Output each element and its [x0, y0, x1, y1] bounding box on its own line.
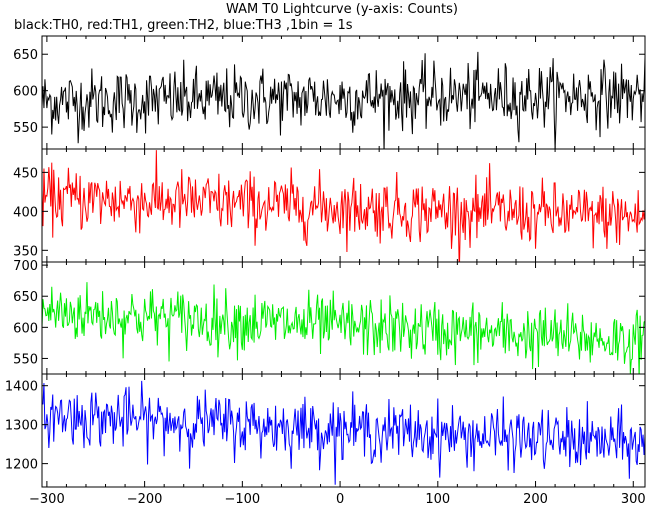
y-tick-label: 1200 [5, 458, 38, 473]
y-tick-label: 450 [13, 166, 38, 181]
y-tick-label: 550 [13, 121, 38, 136]
panel-TH2: 550 600 650 700 [13, 259, 646, 375]
x-tick-label: 300 [621, 492, 646, 505]
x-tick-label: −100 [224, 492, 260, 505]
y-tick-label: 1400 [5, 380, 38, 395]
y-tick-label: 400 [13, 205, 38, 220]
y-tick-label: 600 [13, 321, 38, 336]
x-tick-label: −300 [29, 492, 65, 505]
y-tick-label: 650 [13, 290, 38, 305]
y-tick-label: 650 [13, 48, 38, 63]
chart-title: WAM T0 Lightcurve (y-axis: Counts) [226, 2, 458, 17]
panels-group: 550 600 650 350 400 450 550 600 650 700 1200 1300 14… [5, 35, 646, 505]
series-line-TH0 [42, 51, 645, 149]
x-tick-label: 200 [523, 492, 548, 505]
y-tick-label: 700 [13, 259, 38, 274]
y-tick-label: 550 [13, 352, 38, 367]
panel-TH0: 550 600 650 [13, 35, 646, 150]
x-tick-label: −200 [127, 492, 163, 505]
panel-TH3: 1200 1300 1400 [5, 373, 646, 488]
y-tick-label: 600 [13, 85, 38, 100]
x-tick-label: 100 [425, 492, 450, 505]
y-tick-label: 1300 [5, 419, 38, 434]
x-tick-label: 0 [336, 492, 344, 505]
panel-frame [41, 373, 646, 488]
y-tick-label: 350 [13, 244, 38, 259]
series-line-TH2 [42, 282, 645, 374]
chart-subtitle: black:TH0, red:TH1, green:TH2, blue:TH3 … [14, 18, 353, 33]
series-line-TH3 [42, 380, 645, 485]
panel-TH1: 350 400 450 [13, 148, 646, 263]
series-line-TH1 [42, 150, 645, 262]
